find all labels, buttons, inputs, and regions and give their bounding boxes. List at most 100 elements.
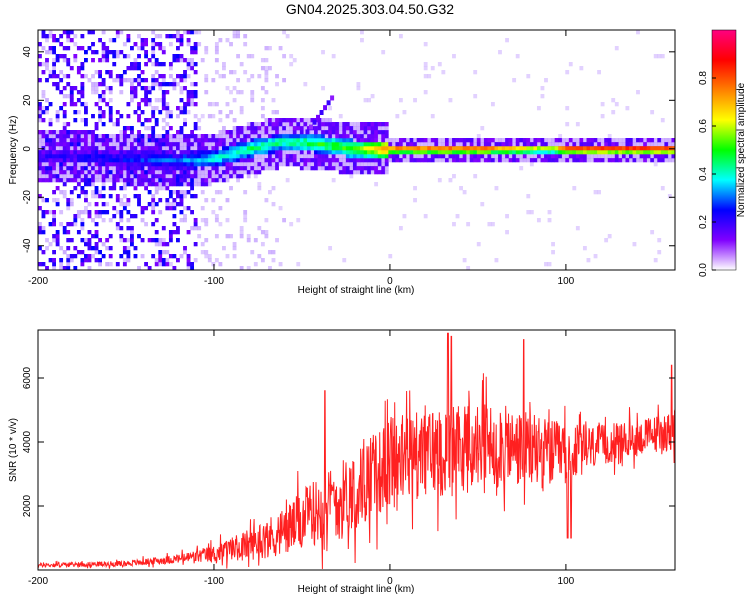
spectrogram-cell — [80, 154, 85, 159]
spectrogram-cell — [498, 142, 502, 147]
spectrogram-cell — [193, 62, 198, 67]
spectrogram-cell — [370, 154, 375, 159]
spectrogram-cell — [377, 146, 382, 151]
spectrogram-cell — [76, 214, 81, 219]
spectrogram-cell — [335, 130, 340, 135]
spectrogram-cell — [232, 162, 237, 167]
spectrogram-cell — [144, 90, 149, 95]
spectrogram-cell — [324, 166, 329, 171]
spectrogram-cell — [133, 178, 138, 183]
spectrogram-cell — [91, 174, 95, 179]
spectrogram-cell — [38, 42, 42, 47]
spectrogram-cell — [494, 146, 499, 151]
spectrogram-cell — [260, 142, 265, 147]
spectrogram-cell — [52, 82, 56, 87]
spectrogram-cell — [253, 126, 258, 131]
spectrogram-cell — [94, 154, 99, 159]
spectrogram-cell — [122, 258, 127, 263]
spectrogram-cell — [179, 134, 184, 139]
spectrogram-cell — [73, 58, 78, 63]
spectrogram-cell — [299, 166, 304, 171]
spectrogram-cell — [568, 146, 573, 151]
spectrogram-cell — [310, 162, 315, 167]
spectrogram-cell — [296, 158, 301, 163]
spectrogram-cell — [151, 30, 156, 35]
spectrogram-cell — [48, 222, 53, 227]
spectrogram-cell — [151, 178, 156, 183]
spectrogram-cell — [137, 62, 141, 67]
spectrogram-cell — [179, 174, 184, 179]
spectrogram-cell — [66, 162, 71, 167]
spectrogram-cell — [646, 158, 651, 163]
spectrogram-cell — [434, 150, 439, 155]
spectrogram-cell — [360, 142, 364, 147]
spectrogram-cell — [144, 138, 149, 143]
x-tick-label: 100 — [558, 276, 575, 287]
spectrogram-cell — [130, 174, 134, 179]
spectrogram-cell — [130, 238, 134, 243]
spectrogram-cell — [342, 134, 347, 139]
spectrogram-cell — [168, 194, 173, 199]
spectrogram-cell — [200, 206, 205, 211]
spectrogram-cell — [494, 154, 499, 159]
spectrogram-cell — [144, 154, 149, 159]
figure-title: GN04.2025.303.04.50.G32 — [286, 1, 454, 17]
spectrogram-cell — [183, 118, 187, 123]
spectrogram-cell — [80, 162, 85, 167]
spectrogram-cell — [289, 158, 294, 163]
spectrogram-cell — [264, 126, 269, 131]
spectrogram-cell — [671, 154, 676, 159]
spectrogram-cell — [200, 134, 205, 139]
spectrogram-cell — [575, 138, 580, 143]
spectrogram-cell — [317, 158, 322, 163]
spectrogram-cell — [55, 134, 60, 139]
spectrogram-cell — [452, 138, 456, 143]
spectrogram-cell — [87, 246, 92, 251]
spectrogram-cell — [328, 122, 333, 127]
spectrogram-cell — [62, 250, 67, 255]
spectrogram-cell — [151, 174, 156, 179]
spectrogram-cell — [381, 154, 386, 159]
spectrogram-cell — [593, 150, 598, 155]
spectrogram-cell — [147, 178, 152, 183]
spectrogram-cell — [158, 242, 163, 247]
spectrogram-cell — [45, 34, 49, 39]
spectrogram-cell — [505, 142, 509, 147]
spectrogram-cell — [268, 126, 272, 131]
spectrogram-cell — [338, 114, 343, 119]
spectrogram-cell — [165, 178, 170, 183]
spectrogram-cell — [257, 134, 262, 139]
spectrogram-cell — [667, 154, 672, 159]
spectrogram-cell — [229, 70, 233, 75]
spectrogram-cell — [275, 130, 279, 135]
spectrogram-cell — [628, 150, 633, 155]
spectrogram-cell — [147, 150, 152, 155]
spectrogram-cell — [306, 138, 311, 143]
spectrogram-cell — [490, 102, 495, 107]
spectrogram-cell — [62, 166, 67, 171]
spectrogram-cell — [310, 158, 315, 163]
spectrogram-cell — [225, 198, 230, 203]
spectrogram-cell — [374, 126, 379, 131]
spectrogram-cell — [253, 138, 258, 143]
spectrogram-cell — [257, 138, 262, 143]
spectrogram-cell — [370, 170, 375, 175]
spectrogram-cell — [80, 130, 85, 135]
spectrogram-cell — [137, 162, 141, 167]
spectrogram-cell — [38, 166, 42, 171]
spectrogram-cell — [80, 62, 85, 67]
spectrogram-cell — [490, 154, 495, 159]
spectrogram-cell — [91, 166, 95, 171]
spectrogram-cell — [193, 182, 198, 187]
spectrogram-cell — [314, 142, 318, 147]
spectrogram-cell — [236, 138, 241, 143]
spectrogram-cell — [137, 266, 141, 271]
spectrogram-cell — [579, 138, 584, 143]
snr-x-ticks: -200 -100 0 100 — [28, 330, 575, 587]
spectrogram-cell — [271, 130, 276, 135]
spectrogram-cell — [112, 78, 117, 83]
spectrogram-cell — [73, 162, 78, 167]
spectrogram-cell — [306, 166, 311, 171]
spectrogram-cell — [186, 30, 191, 35]
spectrogram-cell — [331, 122, 336, 127]
